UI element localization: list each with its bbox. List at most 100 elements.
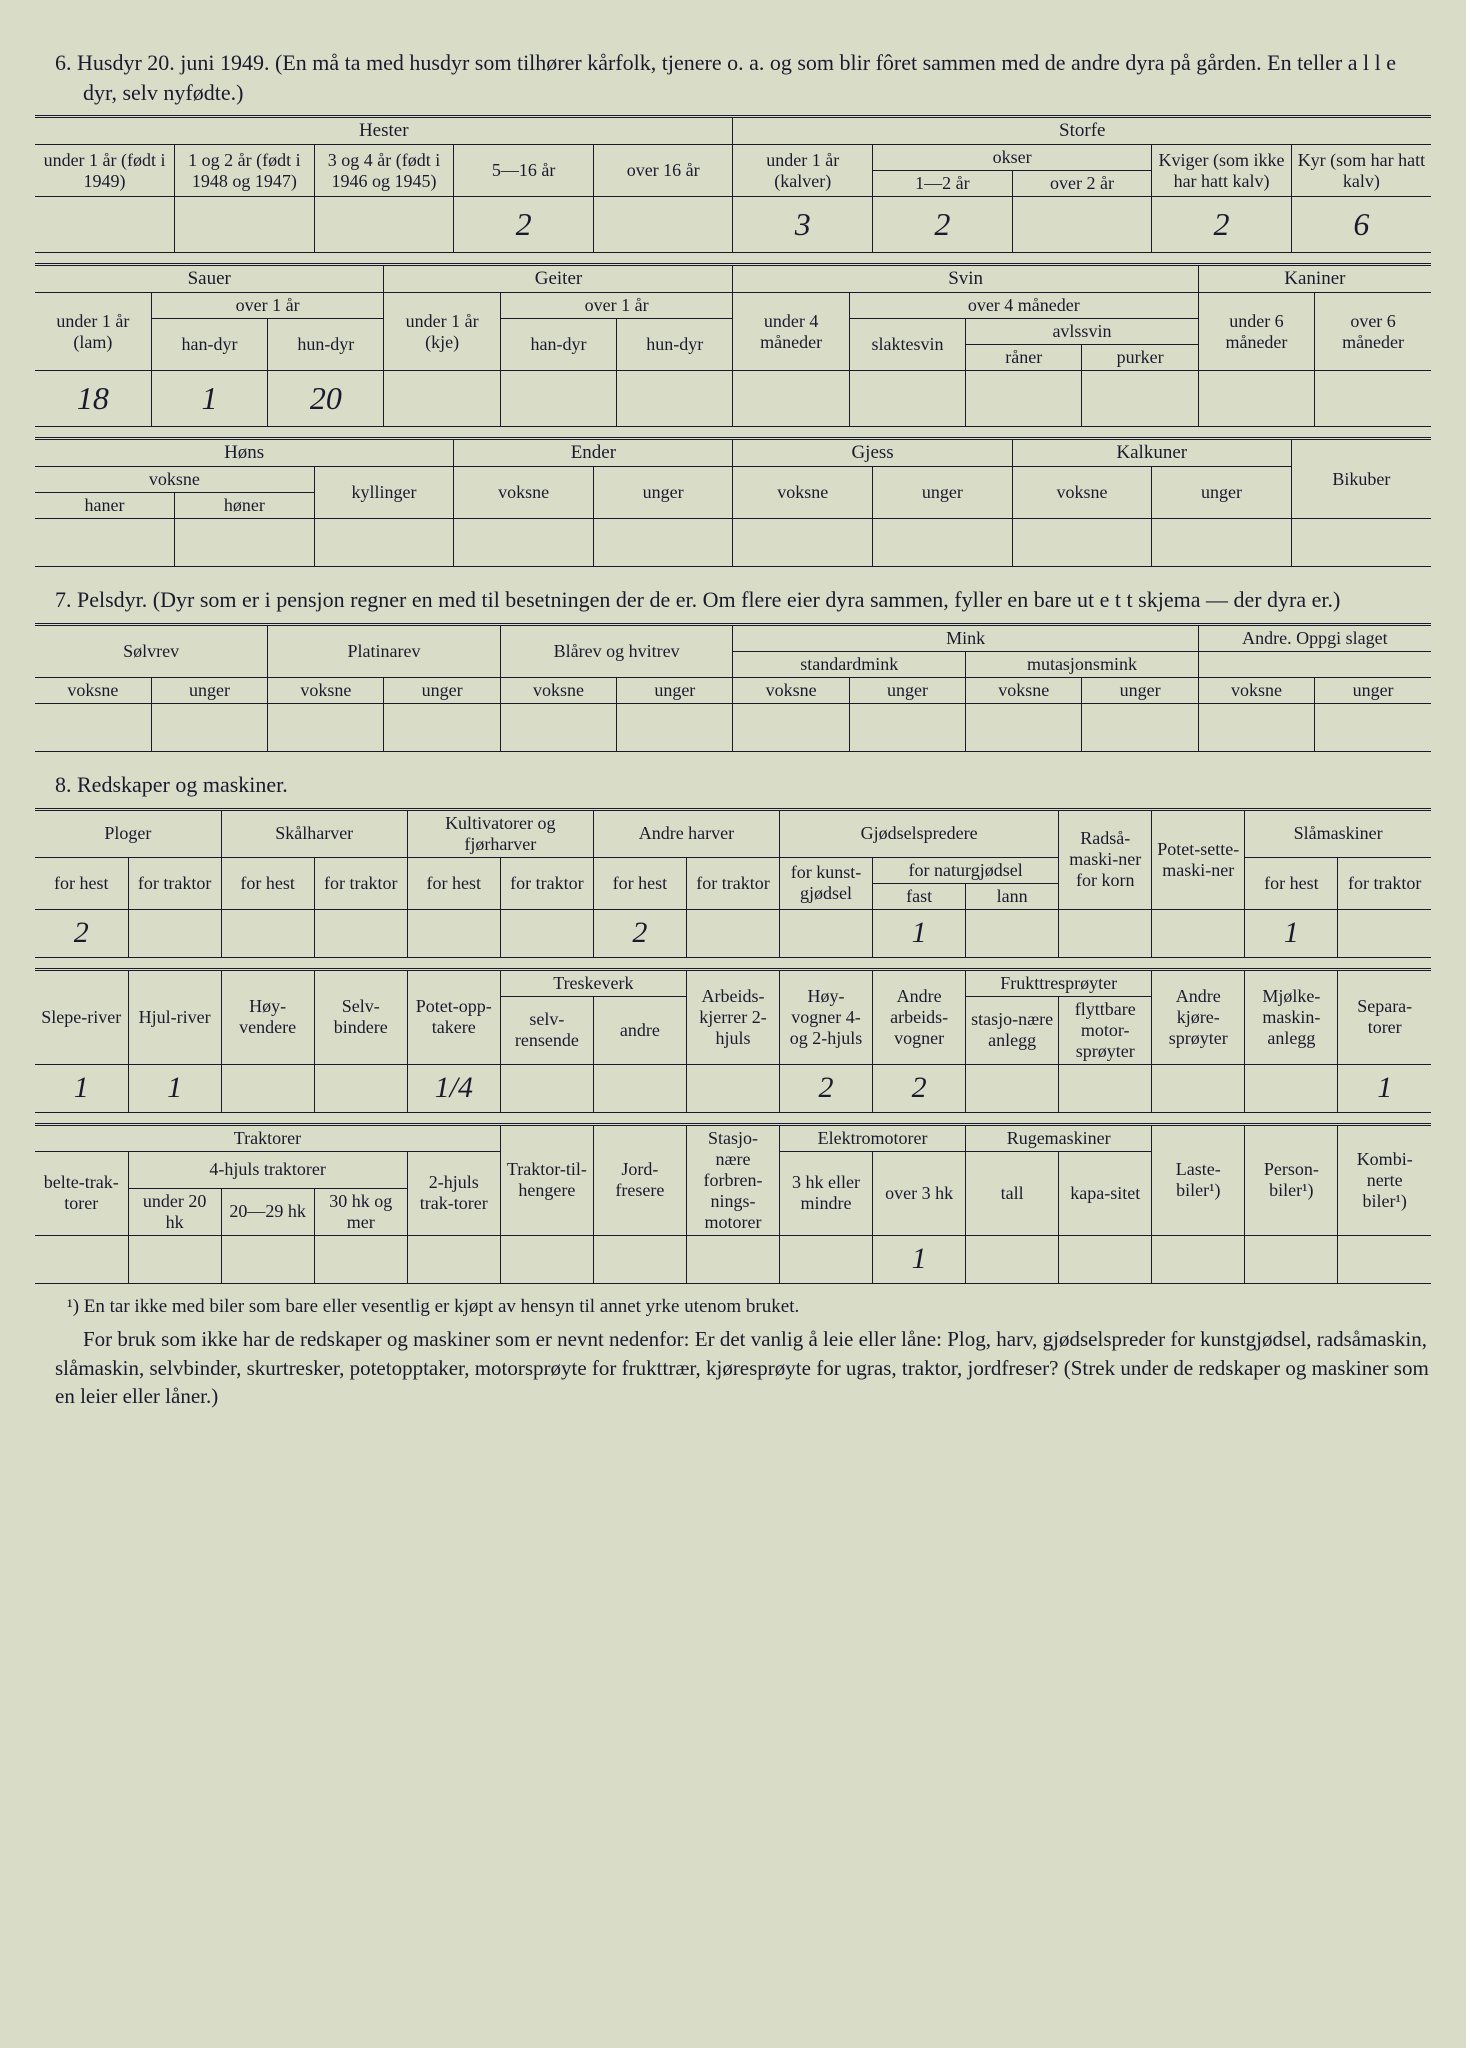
r1-c14: for traktor (1338, 857, 1431, 909)
r3-30: 30 hk og mer (314, 1188, 407, 1235)
sv-v1 (849, 371, 965, 427)
r3-v11 (1059, 1235, 1152, 1283)
p-andre: Andre. Oppgi slaget (1198, 625, 1431, 652)
p-s6: voksne (733, 678, 849, 704)
r1-c0: for hest (35, 857, 128, 909)
sv-v2 (966, 371, 1082, 427)
r2-andretr: andre (593, 996, 686, 1064)
gj-c0: voksne (733, 467, 873, 519)
r3-tilh: Traktor-til-hengere (500, 1124, 593, 1235)
r2-selvrens: selv-rensende (500, 996, 593, 1064)
r1-c2: for hest (221, 857, 314, 909)
s-under1: under 1 år (kalver) (733, 145, 873, 197)
r2-v13 (1245, 1064, 1338, 1112)
r2-v7 (686, 1064, 779, 1112)
r1-potet: Potet-sette-maski-ner (1152, 809, 1245, 909)
r3-4hjuls: 4-hjuls traktorer (128, 1151, 407, 1188)
ho-honer: høner (175, 493, 315, 519)
hdr-kalkuner: Kalkuner (1012, 439, 1291, 467)
s-v0: 3 (733, 197, 873, 253)
r3-v7 (686, 1235, 779, 1283)
r3-v6 (593, 1235, 686, 1283)
r1-v5 (500, 909, 593, 957)
sv-avls: avlssvin (966, 319, 1199, 345)
en-v0 (454, 519, 594, 567)
s-kyr: Kyr (som har hatt kalv) (1291, 145, 1431, 197)
r2-v14: 1 (1338, 1064, 1431, 1112)
kalk-v1 (1152, 519, 1292, 567)
r2-arbeids: Arbeids-kjerrer 2-hjuls (686, 969, 779, 1064)
r3-v13 (1245, 1235, 1338, 1283)
section6-title: 6. Husdyr 20. juni 1949. (En må ta med h… (55, 48, 1431, 107)
r1-c4: for hest (407, 857, 500, 909)
p-s0: voksne (35, 678, 151, 704)
r2-hoyvogn: Høy-vogner 4- og 2-hjuls (780, 969, 873, 1064)
r1-v7 (686, 909, 779, 957)
r1-v1 (128, 909, 221, 957)
r1-v0: 2 (35, 909, 128, 957)
sv-o4: over 4 måneder (849, 293, 1198, 319)
table-redskaper-1: Ploger Skålharver Kultivatorer og fjørha… (35, 808, 1431, 958)
r1-natur: for naturgjødsel (873, 857, 1059, 883)
sv-u4: under 4 måneder (733, 293, 849, 371)
bik-v (1291, 519, 1431, 567)
h-c3: 5—16 år (454, 145, 594, 197)
s-v3: 2 (1152, 197, 1292, 253)
hdr-gjess: Gjess (733, 439, 1012, 467)
p-v2 (268, 704, 384, 752)
r3-belte: belte-trak-torer (35, 1151, 128, 1235)
p-s7: unger (849, 678, 965, 704)
r2-treske: Treskeverk (500, 969, 686, 996)
kalk-c0: voksne (1012, 467, 1152, 519)
r1-ploger: Ploger (35, 809, 221, 857)
gj-v0 (733, 519, 873, 567)
ge-o1: over 1 år (500, 293, 733, 319)
h-v1 (175, 197, 315, 253)
table-hester-storfe: Hester Storfe under 1 år (født i 1949) 1… (35, 115, 1431, 253)
s-kviger: Kviger (som ikke har hatt kalv) (1152, 145, 1292, 197)
r3-v0 (35, 1235, 128, 1283)
r1-c13: for hest (1245, 857, 1338, 909)
r3-v14 (1338, 1235, 1431, 1283)
s-v4: 6 (1291, 197, 1431, 253)
r2-andrev: Andre arbeids-vogner (873, 969, 966, 1064)
r1-v12 (1152, 909, 1245, 957)
s-okser0: 1—2 år (873, 171, 1013, 197)
r3-u20: under 20 hk (128, 1188, 221, 1235)
hdr-sauer: Sauer (35, 265, 384, 293)
r1-gjodsel: Gjødselspredere (780, 809, 1059, 857)
hdr-bikuber: Bikuber (1291, 439, 1431, 519)
r2-v3 (314, 1064, 407, 1112)
sa-v0: 18 (35, 371, 151, 427)
r1-skal: Skålharver (221, 809, 407, 857)
r3-traktorer: Traktorer (35, 1124, 500, 1151)
p-s11: unger (1315, 678, 1431, 704)
r3-jord: Jord-fresere (593, 1124, 686, 1235)
ho-v2 (314, 519, 454, 567)
r1-v8 (780, 909, 873, 957)
r2-v8: 2 (780, 1064, 873, 1112)
r1-v4 (407, 909, 500, 957)
footnote-1: ¹) En tar ikke med biler som bare eller … (67, 1294, 1431, 1320)
sv-v3 (1082, 371, 1198, 427)
p-v11 (1315, 704, 1431, 752)
p-v5 (617, 704, 733, 752)
r1-v3 (314, 909, 407, 957)
h-c0: under 1 år (født i 1949) (35, 145, 175, 197)
ka-v1 (1315, 371, 1431, 427)
s-okser1: over 2 år (1012, 171, 1152, 197)
ka-c1: over 6 måneder (1315, 293, 1431, 371)
p-s9: unger (1082, 678, 1198, 704)
p-s5: unger (617, 678, 733, 704)
r1-c7: for traktor (686, 857, 779, 909)
ge-v1 (500, 371, 616, 427)
section8-title: 8. Redskaper og maskiner. (55, 770, 1431, 800)
r1-lann: lann (966, 883, 1059, 909)
p-s2: voksne (268, 678, 384, 704)
en-c0: voksne (454, 467, 594, 519)
r2-v1: 1 (128, 1064, 221, 1112)
r2-v9: 2 (873, 1064, 966, 1112)
h-c1: 1 og 2 år (født i 1948 og 1947) (175, 145, 315, 197)
r1-radsa: Radså-maski-ner for korn (1059, 809, 1152, 909)
ho-v1 (175, 519, 315, 567)
